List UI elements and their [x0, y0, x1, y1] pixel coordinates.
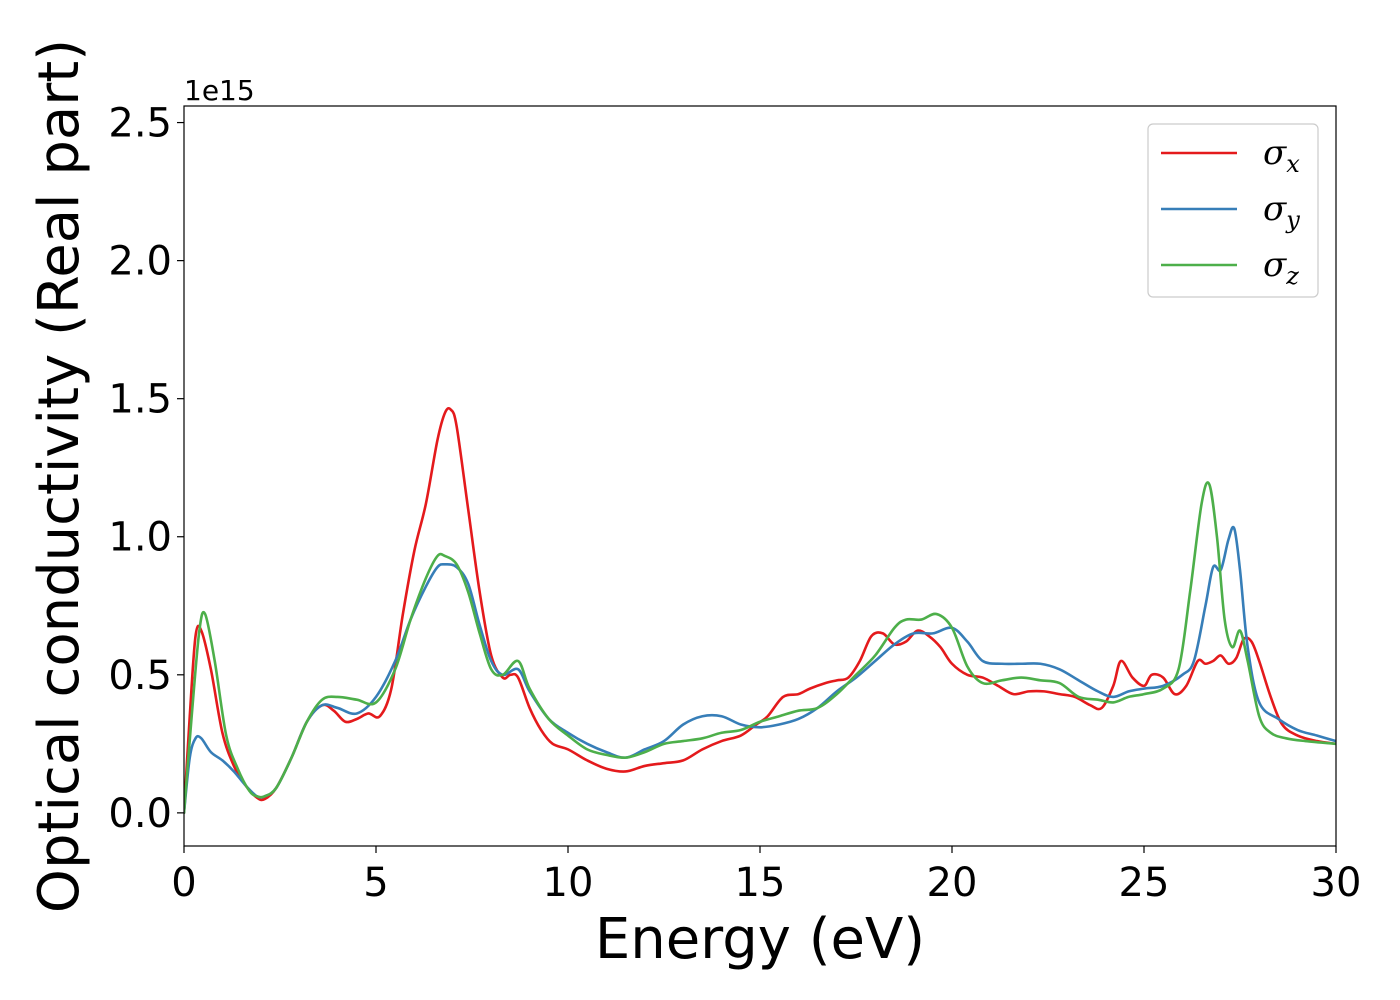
y-tick-label: 0.0 — [108, 791, 172, 837]
y-tick-label: 1.5 — [108, 377, 172, 423]
y-tick-label: 2.0 — [108, 239, 172, 285]
legend-frame — [1147, 123, 1319, 298]
x-tick-label: 30 — [1311, 860, 1362, 906]
x-tick-label: 15 — [735, 860, 786, 906]
series-line-sigma-y — [184, 525, 1336, 815]
y-axis-label: Optical conductivity (Real part) — [27, 39, 92, 913]
legend-label-sigma-y: σy — [1263, 189, 1300, 234]
legend: σx σy σz — [1147, 123, 1319, 298]
x-tick-label: 10 — [543, 860, 594, 906]
legend-label-sigma-z: σz — [1263, 245, 1299, 290]
plot-area — [184, 406, 1336, 815]
legend-label-sigma-x: σx — [1263, 133, 1300, 178]
x-tick-label: 0 — [171, 860, 196, 906]
y-axis-ticks: 0.0 0.5 1.0 1.5 2.0 2.5 — [108, 101, 184, 837]
x-tick-label: 5 — [363, 860, 388, 906]
y-tick-label: 0.5 — [108, 653, 172, 699]
y-tick-label: 1.0 — [108, 515, 172, 561]
x-tick-label: 25 — [1119, 860, 1170, 906]
y-offset-label: 1e15 — [184, 74, 255, 107]
x-axis-label: Energy (eV) — [595, 907, 925, 972]
y-tick-label: 2.5 — [108, 101, 172, 147]
series-line-sigma-z — [184, 481, 1336, 815]
x-axis-ticks: 0 5 10 15 20 25 30 — [171, 846, 1361, 906]
x-tick-label: 20 — [927, 860, 978, 906]
